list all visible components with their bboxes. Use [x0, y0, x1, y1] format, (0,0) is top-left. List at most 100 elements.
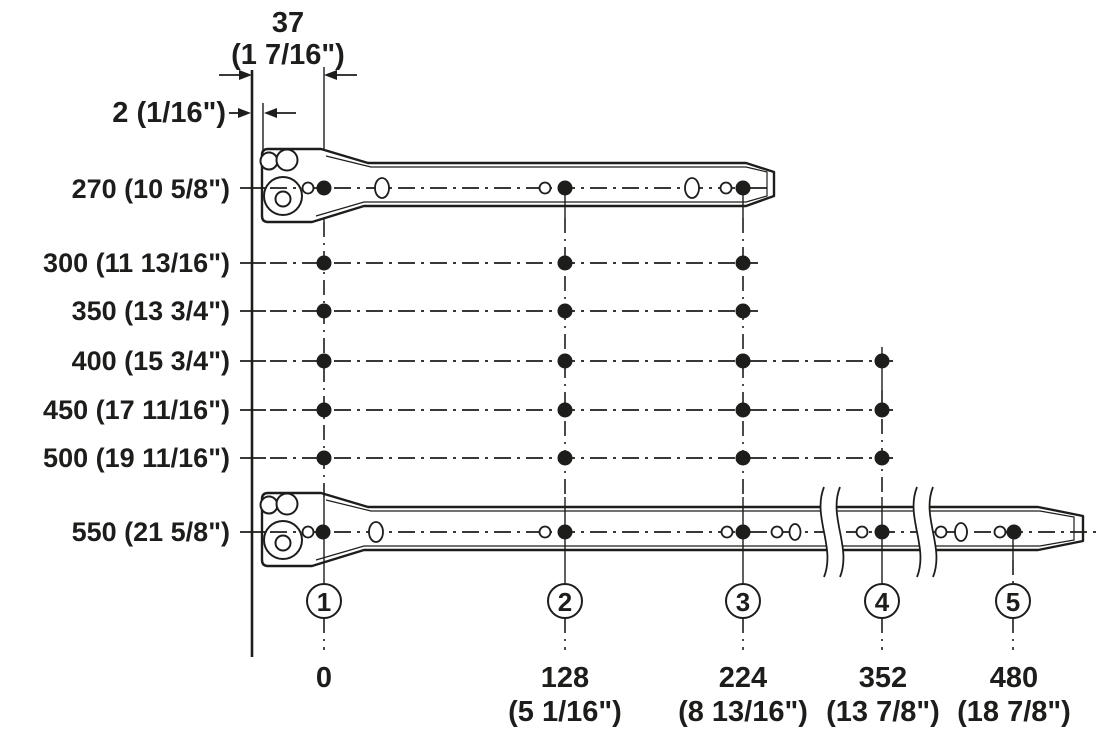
row-centerlines: [240, 187, 1097, 533]
dot-row550-col3: [735, 524, 751, 540]
dim37-right-arrowhead-icon: [324, 70, 337, 80]
dot-row500-col3: [735, 450, 751, 466]
dot-row270-col3: [735, 180, 751, 196]
dot-row270-col2: [557, 180, 573, 196]
break1-curve-left: [819, 486, 829, 578]
dim2-right-arrowhead-icon: [264, 108, 277, 118]
dot-row270-col1: [316, 180, 332, 196]
column-dimension-labels: 0 128 (5 1/16") 224 (8 13/16") 352 (13 7…: [316, 662, 1071, 728]
top-runner-slot: [374, 177, 390, 199]
bottom-runner-inner-edge: [315, 499, 1075, 561]
row-label-550: 550 (21 5/8"): [72, 517, 230, 547]
position-callouts: 1 2 3 4 5: [306, 583, 1031, 619]
callout-number-5: 5: [1006, 587, 1020, 617]
bottom-runner-pilot-hole: [993, 525, 1007, 539]
row-labels: 270 (10 5/8") 300 (11 13/16") 350 (13 3/…: [43, 174, 230, 547]
dot-row450-col3: [735, 402, 751, 418]
dot-row350-col3: [735, 303, 751, 319]
bottom-runner-pilot-hole: [855, 525, 869, 539]
break1-band: [820, 487, 844, 577]
row-label-350: 350 (13 3/4"): [72, 296, 230, 326]
dot-row500-col1: [316, 450, 332, 466]
column5-inch-label: (18 7/8"): [957, 696, 1071, 728]
dot-row350-col2: [557, 303, 573, 319]
dim2-left-arrowhead-icon: [238, 108, 251, 118]
top-runner-head-hole-small: [259, 151, 279, 171]
dot-row400-col3: [735, 353, 751, 369]
dot-row450-col4: [874, 402, 890, 418]
dot-row400-col2: [557, 353, 573, 369]
callout-number-4: 4: [875, 587, 890, 617]
dot-row300-col3: [735, 255, 751, 271]
dot-row550-col1: [315, 524, 331, 540]
top-runner-inner-edge: [315, 155, 768, 217]
column3-mm-label: 224: [719, 662, 767, 694]
column4-inch-label: (13 7/8"): [826, 696, 940, 728]
column1-mm-label: 0: [316, 662, 332, 694]
callout-circle-5: [995, 583, 1031, 619]
break1-curve-right: [835, 486, 845, 578]
row-label-400: 400 (15 3/4"): [72, 346, 230, 376]
dot-row550-col4: [874, 524, 890, 540]
dot-row400-col1: [316, 353, 332, 369]
bottom-runner-pilot-hole: [720, 525, 734, 539]
top-runner-pilot-hole: [719, 181, 733, 195]
column5-mm-label: 480: [990, 662, 1038, 694]
dot-row300-col1: [316, 255, 332, 271]
dot-row500-col2: [557, 450, 573, 466]
dimension-37: 37 (1 7/16"): [219, 7, 357, 80]
row-label-270: 270 (10 5/8"): [72, 174, 230, 204]
column2-mm-label: 128: [541, 662, 589, 694]
bottom-runner-pilot-hole: [770, 525, 784, 539]
callout-circle-1: [306, 583, 342, 619]
dot-row450-col1: [316, 402, 332, 418]
bottom-runner-pilot-hole: [301, 525, 315, 539]
callout-circle-4: [864, 583, 900, 619]
break-marks: [819, 486, 938, 578]
dim37-left-arrowhead-icon: [239, 70, 252, 80]
callout-circle-2: [547, 583, 583, 619]
dot-row550-col5: [1006, 524, 1022, 540]
bottom-runner-head-hole-large: [275, 492, 299, 516]
bottom-runner-pilot-hole: [934, 525, 948, 539]
dot-row400-col4: [874, 353, 890, 369]
bottom-runner-roller-axle: [274, 534, 292, 552]
break2-curve-left: [912, 486, 922, 578]
break2-band: [913, 487, 937, 577]
dimension-2-label: 2 (1/16"): [112, 97, 226, 129]
callout-number-1: 1: [317, 587, 331, 617]
top-runner-270: [259, 147, 776, 224]
top-runner-slot: [684, 177, 700, 199]
column3-inch-label: (8 13/16"): [678, 696, 808, 728]
fixing-hole-dots: [315, 180, 1022, 540]
top-runner-pilot-hole: [301, 181, 315, 195]
callout-number-2: 2: [558, 587, 572, 617]
top-runner-roller-axle: [274, 190, 292, 208]
dot-row350-col1: [316, 303, 332, 319]
row-label-300: 300 (11 13/16"): [43, 248, 230, 278]
bottom-runner-slot: [788, 523, 802, 541]
dot-row500-col4: [874, 450, 890, 466]
runner-holes: [301, 177, 1007, 543]
row-label-450: 450 (17 11/16"): [43, 395, 230, 425]
top-runner-pilot-hole: [538, 181, 552, 195]
bottom-runner-head-hole-small: [259, 495, 279, 515]
break2-curve-right: [928, 486, 938, 578]
dimension-2: 2 (1/16"): [112, 97, 296, 129]
dot-row450-col2: [557, 402, 573, 418]
dimension-37-mm-label: 37: [272, 7, 304, 39]
column-centerlines: [323, 188, 1014, 650]
top-runner-head-hole-large: [275, 148, 299, 172]
column4-mm-label: 352: [859, 662, 907, 694]
dot-row550-col2: [557, 524, 573, 540]
column2-inch-label: (5 1/16"): [508, 696, 622, 728]
bottom-runner-550: [259, 491, 1085, 568]
row-label-500: 500 (19 11/16"): [43, 443, 230, 473]
callout-number-3: 3: [736, 587, 750, 617]
bottom-runner-pilot-hole: [538, 525, 552, 539]
callout-circle-3: [725, 583, 761, 619]
bottom-runner-slot: [954, 522, 968, 542]
dot-row300-col2: [557, 255, 573, 271]
